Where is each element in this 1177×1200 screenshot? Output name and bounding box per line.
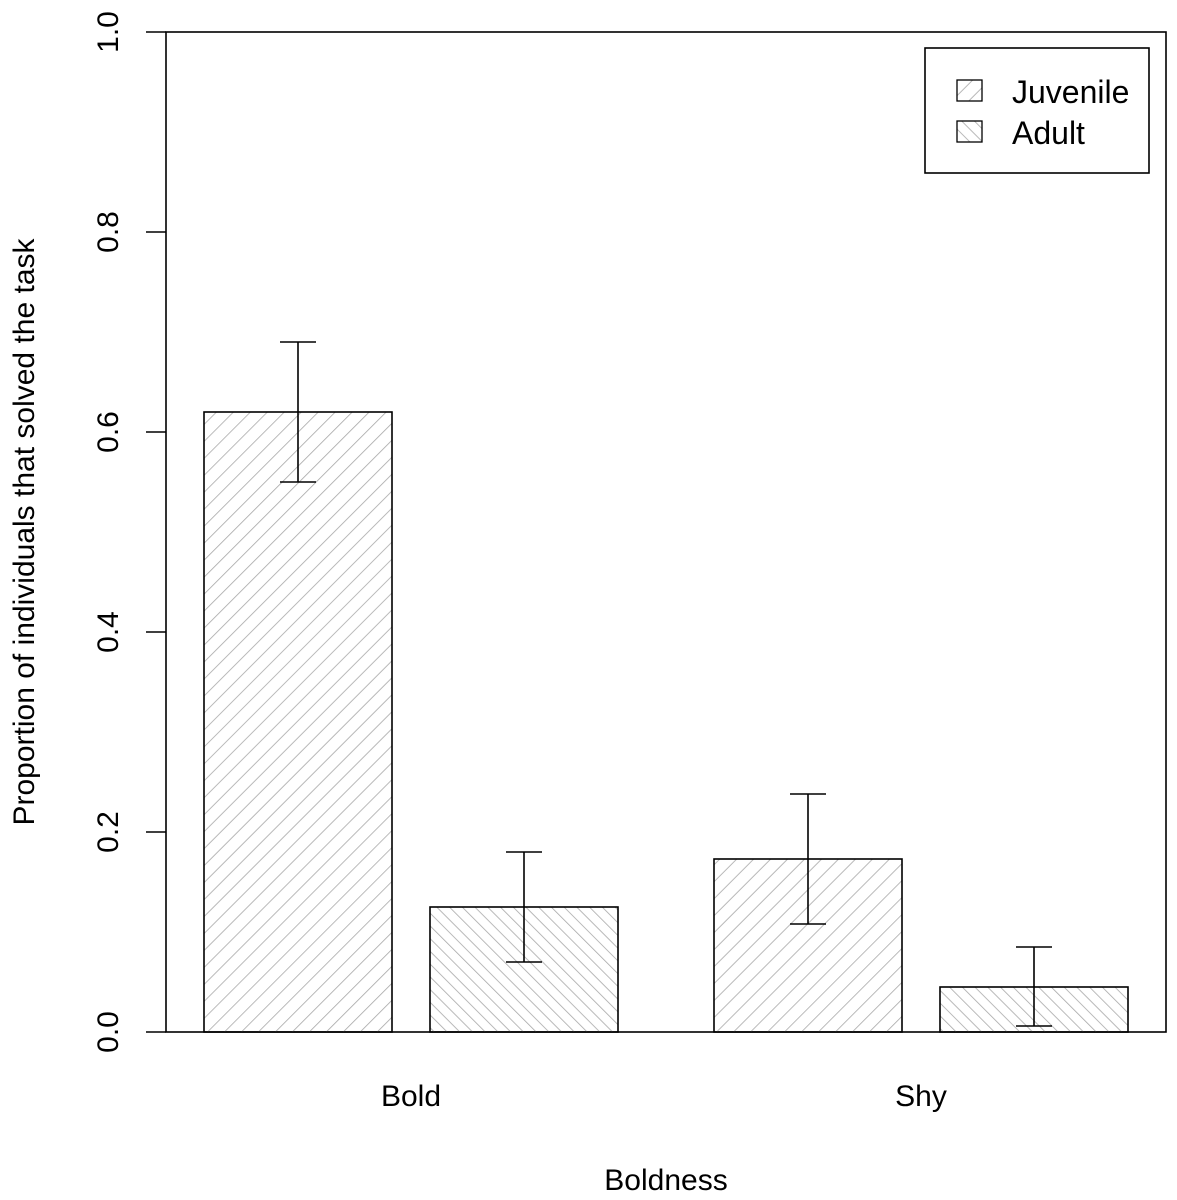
legend-swatch-adult [956, 120, 983, 143]
y-axis: 0.0 0.2 0.4 0.6 0.8 1.0 [92, 11, 166, 1053]
error-bar-adult-shy [1016, 946, 1052, 1027]
y-tick-label: 0.4 [92, 611, 125, 653]
error-bar-adult-bold [506, 851, 542, 963]
plot-frame [165, 31, 1167, 1033]
y-tick-label: 0.0 [92, 1011, 125, 1053]
bars-layer [203, 411, 1129, 1033]
legend-label-adult: Adult [1012, 115, 1085, 151]
x-axis: Bold Shy [381, 1080, 947, 1113]
y-axis-title: Proportion of individuals that solved th… [8, 238, 41, 826]
legend: Juvenile Adult [924, 47, 1150, 174]
error-bar-juvenile-bold [280, 341, 316, 483]
legend-swatch-juvenile [956, 79, 983, 102]
x-category-label-shy: Shy [895, 1080, 947, 1113]
bar-juvenile-bold [203, 411, 393, 1033]
x-axis-title: Boldness [604, 1164, 727, 1197]
x-category-label-bold: Bold [381, 1080, 441, 1113]
y-tick-label: 1.0 [92, 11, 125, 53]
y-tick-label: 0.6 [92, 411, 125, 453]
y-tick-label: 0.2 [92, 811, 125, 853]
error-bar-juvenile-shy [790, 793, 826, 925]
legend-label-juvenile: Juvenile [1012, 74, 1129, 110]
legend-box [924, 47, 1150, 174]
y-tick-label: 0.8 [92, 211, 125, 253]
error-bars-layer [280, 341, 1052, 1027]
plot-area [165, 31, 1167, 1033]
